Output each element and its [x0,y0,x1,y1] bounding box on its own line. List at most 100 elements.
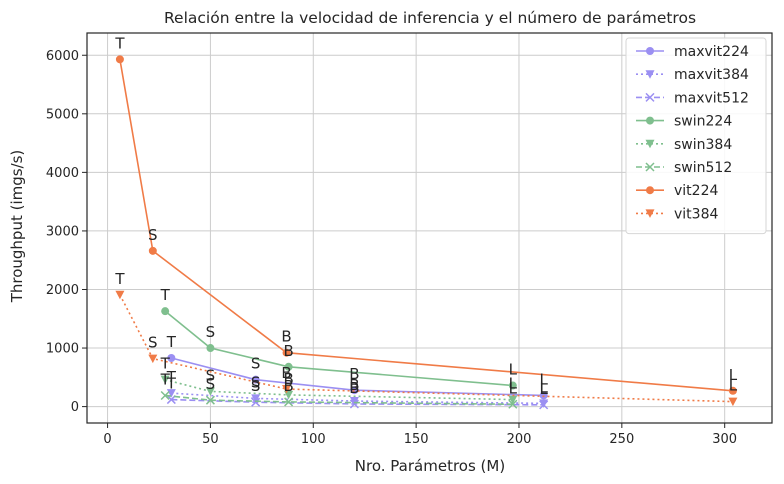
x-marker-stroke [349,399,359,409]
x-tick-label: 200 [507,432,532,447]
data-point [167,354,176,362]
legend-marker [646,186,654,195]
point-label: B [283,342,293,360]
point-label: B [281,364,291,382]
x-marker-stroke [284,397,294,407]
legend-label: swin512 [674,160,732,176]
legend-item: maxvit224 [636,44,749,60]
point-label: T [160,370,171,388]
data-point [728,397,738,407]
legend-item: maxvit384 [636,67,749,83]
x-tick-label: 50 [202,432,219,447]
y-tick-label: 4000 [46,166,79,181]
legend-item: swin512 [636,160,732,176]
data-point [161,307,170,316]
y-tick-label: 0 [71,400,79,415]
point-label: L [729,366,738,384]
point-label: T [114,270,125,288]
data-point [251,397,261,407]
x-tick-label: 150 [404,432,429,447]
point-label: L [539,380,548,398]
point-label: S [251,373,261,391]
point-label: B [283,377,293,395]
legend-label: maxvit512 [674,90,749,106]
series-maxvit512 [166,395,549,410]
series-line [119,294,733,403]
x-marker-stroke [160,390,170,401]
data-point [539,400,549,410]
point-label: L [539,378,548,396]
x-tick-label: 300 [712,432,737,447]
point-label: S [251,377,261,395]
data-point [282,385,292,394]
y-axis-title: Throughput (imgs/s) [8,150,26,304]
data-point [349,399,359,409]
legend-label: maxvit224 [674,44,749,60]
legend-label: vit224 [674,183,718,199]
series-line [164,310,513,387]
point-label: S [148,334,158,352]
data-point [508,395,518,405]
legend-label: swin224 [674,114,732,130]
legend-marker [645,209,655,218]
series-vit384 [115,290,738,407]
point-label: T [166,333,177,351]
data-point [148,354,158,364]
point-label: L [509,379,518,397]
x-tick-label: 250 [609,432,634,447]
point-label: L [509,361,518,379]
point-label: T [166,368,177,386]
data-point [284,397,294,407]
series-line [164,378,513,401]
x-marker-stroke [645,92,655,102]
point-label: S [206,375,216,393]
point-label: B [349,365,359,383]
x-marker-stroke [166,395,176,405]
legend-item: maxvit512 [636,90,749,106]
data-point [508,381,517,390]
point-label: B [349,376,359,394]
series-swin224 [161,307,517,390]
point-label: T [166,375,177,393]
point-label: S [206,323,216,341]
legend-marker [646,116,654,125]
point-label: S [206,366,216,384]
series-line [165,394,513,406]
data-point [282,348,291,357]
data-point [166,395,176,405]
legend-item: swin224 [636,114,732,130]
data-point [166,389,176,398]
legend-item: swin384 [636,137,732,153]
y-tick-label: 5000 [46,107,79,122]
legend-marker [645,70,655,79]
point-label: B [281,328,291,346]
legend-marker [645,92,655,102]
point-label: T [114,34,125,52]
legend-marker [646,47,654,55]
data-point [115,55,124,64]
data-point [539,399,549,408]
legend-marker [645,139,655,149]
x-marker-stroke [251,397,261,407]
x-marker-stroke [539,400,549,410]
plot-frame [86,32,773,424]
data-point [284,362,293,371]
data-point [251,394,261,403]
legend-label: swin384 [674,137,732,153]
data-point [148,246,157,255]
data-point [160,390,170,401]
data-point [349,397,359,406]
y-tick-label: 6000 [46,49,79,64]
point-label: B [349,379,359,397]
data-point [206,344,215,353]
legend-label: maxvit384 [674,67,749,83]
point-label: B [283,370,293,388]
point-label: L [509,375,518,393]
data-point [205,395,215,405]
data-point [539,391,548,400]
legend-box [625,37,767,235]
point-label: S [251,355,261,373]
x-marker-stroke [645,162,655,172]
data-point [728,386,737,395]
